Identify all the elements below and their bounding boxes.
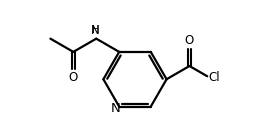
Text: N: N	[111, 102, 121, 115]
Text: O: O	[69, 71, 78, 84]
Text: N: N	[91, 24, 100, 37]
Text: Cl: Cl	[208, 71, 220, 84]
Text: H: H	[92, 25, 99, 35]
Text: O: O	[185, 34, 194, 47]
